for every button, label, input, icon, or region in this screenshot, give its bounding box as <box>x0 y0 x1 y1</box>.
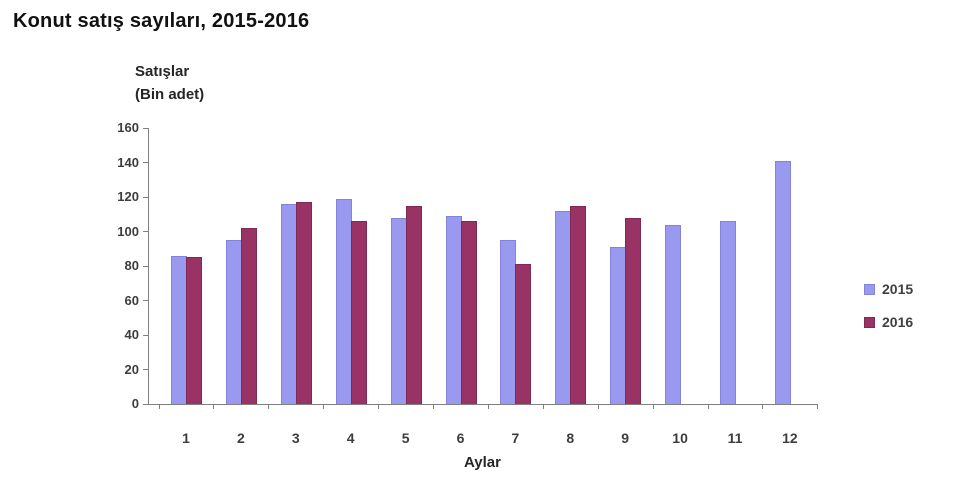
y-tick-mark <box>143 300 149 301</box>
x-axis-label: Aylar <box>464 454 501 471</box>
x-tick-mark <box>433 404 435 409</box>
x-category-label-8: 8 <box>566 430 575 446</box>
legend: 2015 2016 <box>864 281 913 347</box>
y-tick-label: 40 <box>124 327 139 342</box>
y-tick-label: 80 <box>124 258 139 273</box>
bar-2015-month-3 <box>280 203 297 404</box>
legend-item-2015: 2015 <box>864 281 913 297</box>
bar-2015-month-8 <box>555 210 572 404</box>
bar-2016-month-1 <box>186 257 202 404</box>
legend-item-2016: 2016 <box>864 314 913 330</box>
y-tick-mark <box>143 231 149 232</box>
bar-2015-month-4 <box>335 198 352 404</box>
x-category-label-4: 4 <box>346 430 355 446</box>
y-tick-label: 120 <box>117 189 139 204</box>
x-tick-mark <box>323 404 325 409</box>
y-tick-label: 100 <box>117 223 139 239</box>
x-category-label-11: 11 <box>727 430 743 446</box>
y-tick-mark <box>143 403 149 405</box>
x-tick-mark <box>268 404 270 409</box>
x-tick-mark <box>707 404 709 409</box>
bar-2015-month-5 <box>390 217 407 404</box>
x-category-label-7: 7 <box>511 430 520 446</box>
x-category-label-3: 3 <box>291 430 300 446</box>
x-tick-mark <box>542 404 544 409</box>
x-category-label-12: 12 <box>782 430 798 446</box>
y-tick-label: 160 <box>117 120 139 135</box>
y-axis-title: Satışlar (Bin adet) <box>135 60 204 106</box>
y-tick-mark <box>143 127 149 129</box>
bar-2015-month-12 <box>774 160 791 404</box>
bar-2016-month-6 <box>460 221 477 404</box>
y-tick-mark <box>143 162 149 163</box>
chart-title: Konut satış sayıları, 2015-2016 <box>13 10 310 32</box>
x-category-label-5: 5 <box>401 430 410 446</box>
plot-area: 0 20 40 60 80 100 120 140 160 1 2 3 4 5 6 7 8 9 10 11 12 <box>117 120 819 446</box>
x-tick-mark <box>158 404 160 409</box>
y-tick-label: 140 <box>117 154 139 170</box>
x-category-label-10: 10 <box>672 430 688 446</box>
bar-2015-month-9 <box>610 247 627 404</box>
bar-2016-month-9 <box>625 217 642 404</box>
y-tick-label: 0 <box>131 396 139 411</box>
x-tick-mark <box>597 404 599 409</box>
y-tick-mark <box>143 334 149 336</box>
y-tick-label: 20 <box>124 361 139 377</box>
x-category-label-9: 9 <box>621 430 630 446</box>
x-tick-mark <box>652 404 654 409</box>
bar-2015-month-7 <box>500 240 517 404</box>
bar-2016-month-2 <box>240 228 257 404</box>
bar-2016-month-5 <box>405 205 422 404</box>
bar-2016-month-8 <box>570 205 587 404</box>
x-tick-mark <box>817 404 819 409</box>
x-category-label-2: 2 <box>236 430 245 446</box>
bar-2015-month-1 <box>171 255 187 404</box>
legend-label: 2015 <box>882 281 914 297</box>
bar-2015-month-11 <box>720 221 736 404</box>
legend-swatch-icon <box>864 283 875 295</box>
bar-2015-month-10 <box>665 224 682 404</box>
x-category-label-6: 6 <box>456 430 465 446</box>
legend-swatch-icon <box>864 316 875 328</box>
bar-2015-month-2 <box>225 240 242 404</box>
x-tick-mark <box>213 404 215 409</box>
x-category-label-1: 1 <box>182 430 190 446</box>
x-tick-mark <box>487 404 489 409</box>
y-tick-mark <box>143 369 149 370</box>
bar-2015-month-6 <box>445 215 462 404</box>
legend-label: 2016 <box>882 314 914 330</box>
y-tick-mark <box>143 265 149 267</box>
x-tick-mark <box>378 404 380 409</box>
bar-2016-month-7 <box>515 264 532 404</box>
bar-2016-month-3 <box>295 202 312 404</box>
y-tick-mark <box>143 196 149 198</box>
y-tick-label: 60 <box>124 292 139 308</box>
y-axis-title-line2: (Bin adet) <box>135 86 205 103</box>
bar-2016-month-4 <box>350 221 367 404</box>
y-axis-title-line1: Satışlar <box>135 63 190 80</box>
x-tick-mark <box>762 404 764 409</box>
